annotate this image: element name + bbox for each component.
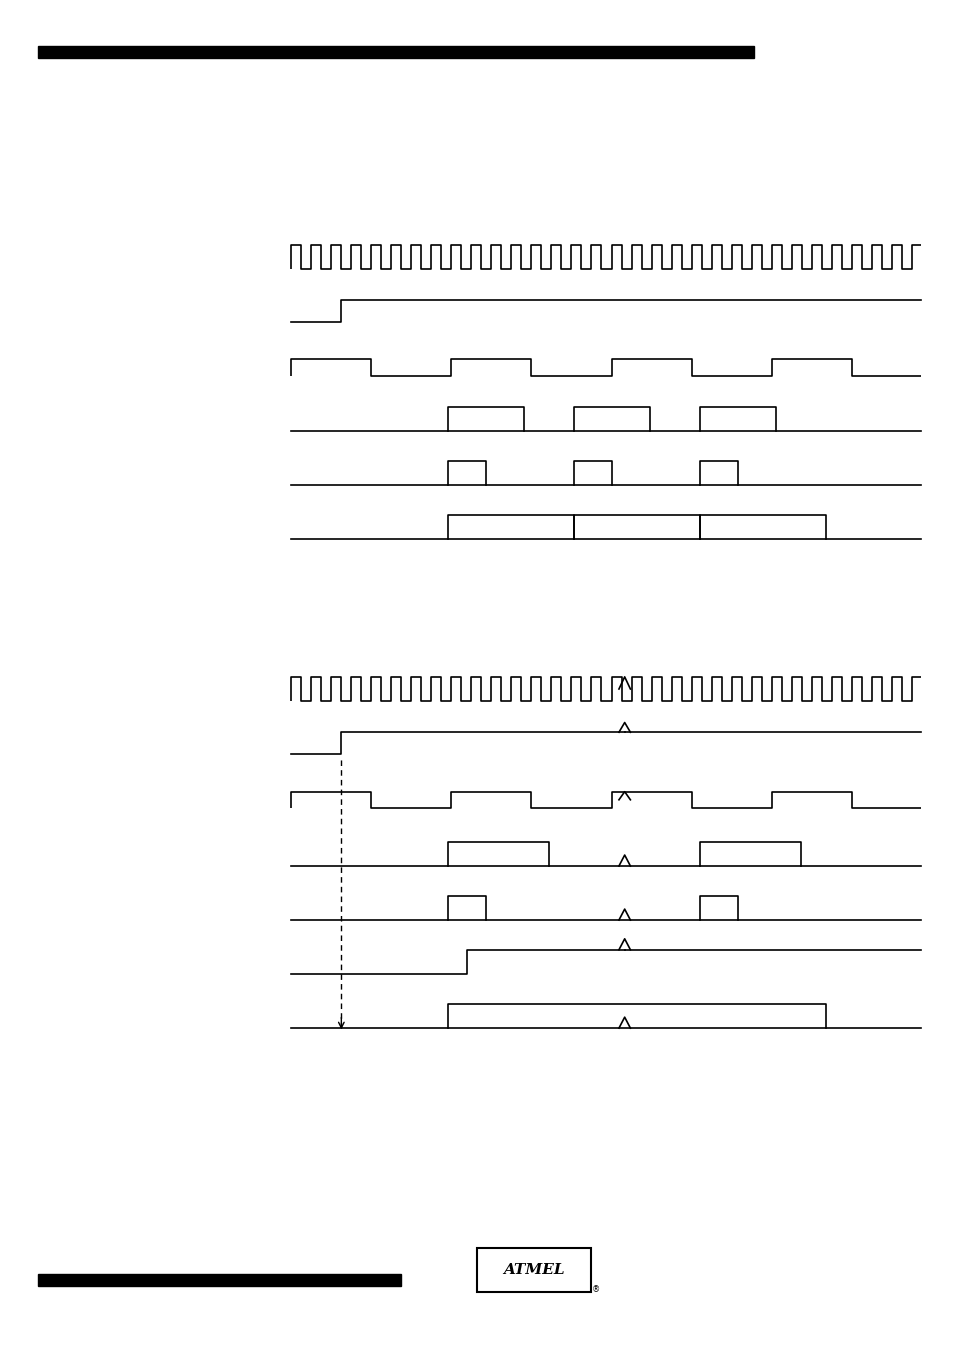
Text: ®: ®	[592, 1285, 599, 1294]
Text: ATMEL: ATMEL	[503, 1263, 564, 1277]
Bar	[38, 1274, 400, 1286]
FancyBboxPatch shape	[476, 1248, 591, 1292]
Bar	[38, 46, 753, 58]
